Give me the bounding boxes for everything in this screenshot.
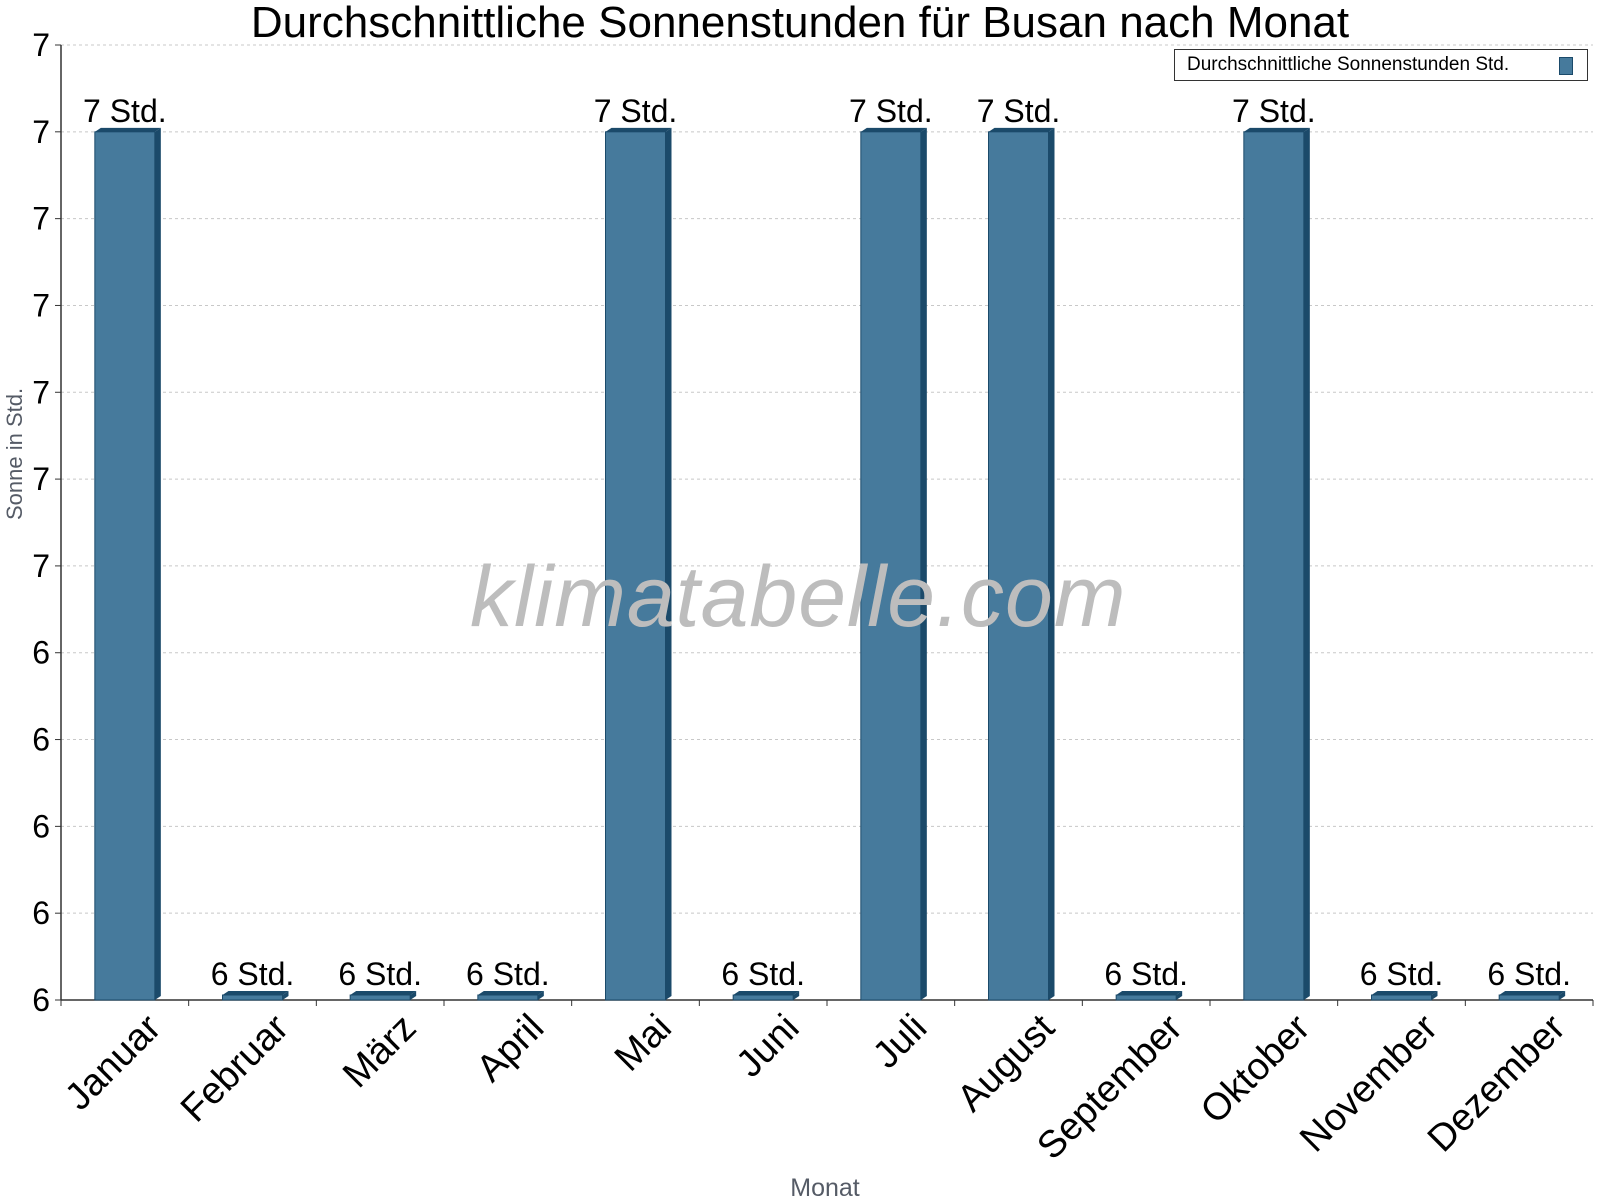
x-tick-label: Dezember xyxy=(1420,1006,1574,1160)
bar-side xyxy=(1048,127,1055,1001)
bar-top xyxy=(1499,991,1566,995)
x-tick-label: November xyxy=(1292,1006,1446,1160)
bar-side xyxy=(1431,991,1438,1000)
bar-side xyxy=(537,991,544,1000)
bar xyxy=(988,131,1049,1001)
x-tick-label: Oktober xyxy=(1193,1006,1319,1132)
y-tick-label: 7 xyxy=(32,201,50,237)
chart-title: Durchschnittliche Sonnenstunden für Busa… xyxy=(250,0,1350,47)
x-tick-label: August xyxy=(950,1006,1064,1120)
bar-side xyxy=(793,991,800,1000)
bar-side xyxy=(665,127,672,1001)
y-tick-label: 7 xyxy=(32,461,50,497)
x-axis-label: Monat xyxy=(790,1174,860,1202)
data-label: 6 Std. xyxy=(1104,956,1188,992)
bar xyxy=(477,994,539,1001)
bar-top xyxy=(350,991,417,995)
y-tick-label: 6 xyxy=(32,895,50,931)
bar-top xyxy=(1116,991,1183,995)
y-tick-label: 6 xyxy=(32,635,50,671)
y-tick-label: 7 xyxy=(32,374,50,410)
bar-top xyxy=(222,991,289,995)
x-tick-label: Juli xyxy=(865,1007,935,1077)
bar-top xyxy=(94,127,161,132)
bar xyxy=(1371,994,1432,1001)
legend: Durchschnittliche Sonnenstunden Std. xyxy=(1174,49,1588,81)
data-label: 6 Std. xyxy=(721,956,805,992)
y-tick-label: 7 xyxy=(32,114,50,150)
y-tick-label: 7 xyxy=(32,27,50,63)
data-label: 6 Std. xyxy=(211,956,295,992)
bar-side xyxy=(410,991,417,1000)
y-tick-label: 6 xyxy=(32,982,50,1018)
y-tick-label: 7 xyxy=(32,287,50,323)
data-label: 6 Std. xyxy=(1487,956,1571,992)
bar-top xyxy=(733,991,800,995)
x-tick-label: Januar xyxy=(57,1006,169,1118)
x-tick-label: März xyxy=(335,1007,424,1096)
data-label: 7 Std. xyxy=(594,93,678,129)
data-label: 6 Std. xyxy=(466,956,550,992)
legend-swatch xyxy=(1559,57,1573,75)
bar-top xyxy=(477,991,544,995)
bar xyxy=(1243,131,1305,1001)
bar xyxy=(1115,994,1177,1001)
bar-top xyxy=(988,127,1055,132)
data-label: 7 Std. xyxy=(83,93,167,129)
y-tick-label: 6 xyxy=(32,808,50,844)
watermark: klimatabelle.com xyxy=(470,549,1127,645)
bar xyxy=(605,131,666,1001)
bar-side xyxy=(154,127,161,1001)
bar-side xyxy=(920,127,927,1001)
x-tick-label: Juni xyxy=(729,1007,808,1086)
x-tick-label: April xyxy=(469,1007,552,1090)
bar xyxy=(1498,994,1560,1001)
x-tick-label: Februar xyxy=(173,1006,297,1130)
x-tick-label: Mai xyxy=(607,1007,680,1080)
bar-side xyxy=(282,991,289,1000)
y-tick-label: 7 xyxy=(32,548,50,584)
y-axis-label: Sonne in Std. xyxy=(2,387,27,520)
bar xyxy=(94,131,156,1001)
bar-top xyxy=(860,127,927,132)
bar-side xyxy=(1176,991,1183,1000)
data-label: 6 Std. xyxy=(1360,956,1444,992)
data-label: 7 Std. xyxy=(977,93,1061,129)
bar-top xyxy=(1371,991,1438,995)
data-label: 7 Std. xyxy=(849,93,933,129)
data-label: 7 Std. xyxy=(1232,93,1316,129)
bar xyxy=(349,994,411,1001)
bar-side xyxy=(1303,127,1310,1001)
legend-label: Durchschnittliche Sonnenstunden Std. xyxy=(1187,54,1510,75)
bar xyxy=(860,131,922,1001)
bar-side xyxy=(1559,991,1566,1000)
y-tick-label: 6 xyxy=(32,722,50,758)
bar xyxy=(732,994,794,1001)
bar-top xyxy=(605,127,672,132)
bar xyxy=(222,994,283,1001)
bar-top xyxy=(1243,127,1310,132)
data-label: 6 Std. xyxy=(338,956,422,992)
